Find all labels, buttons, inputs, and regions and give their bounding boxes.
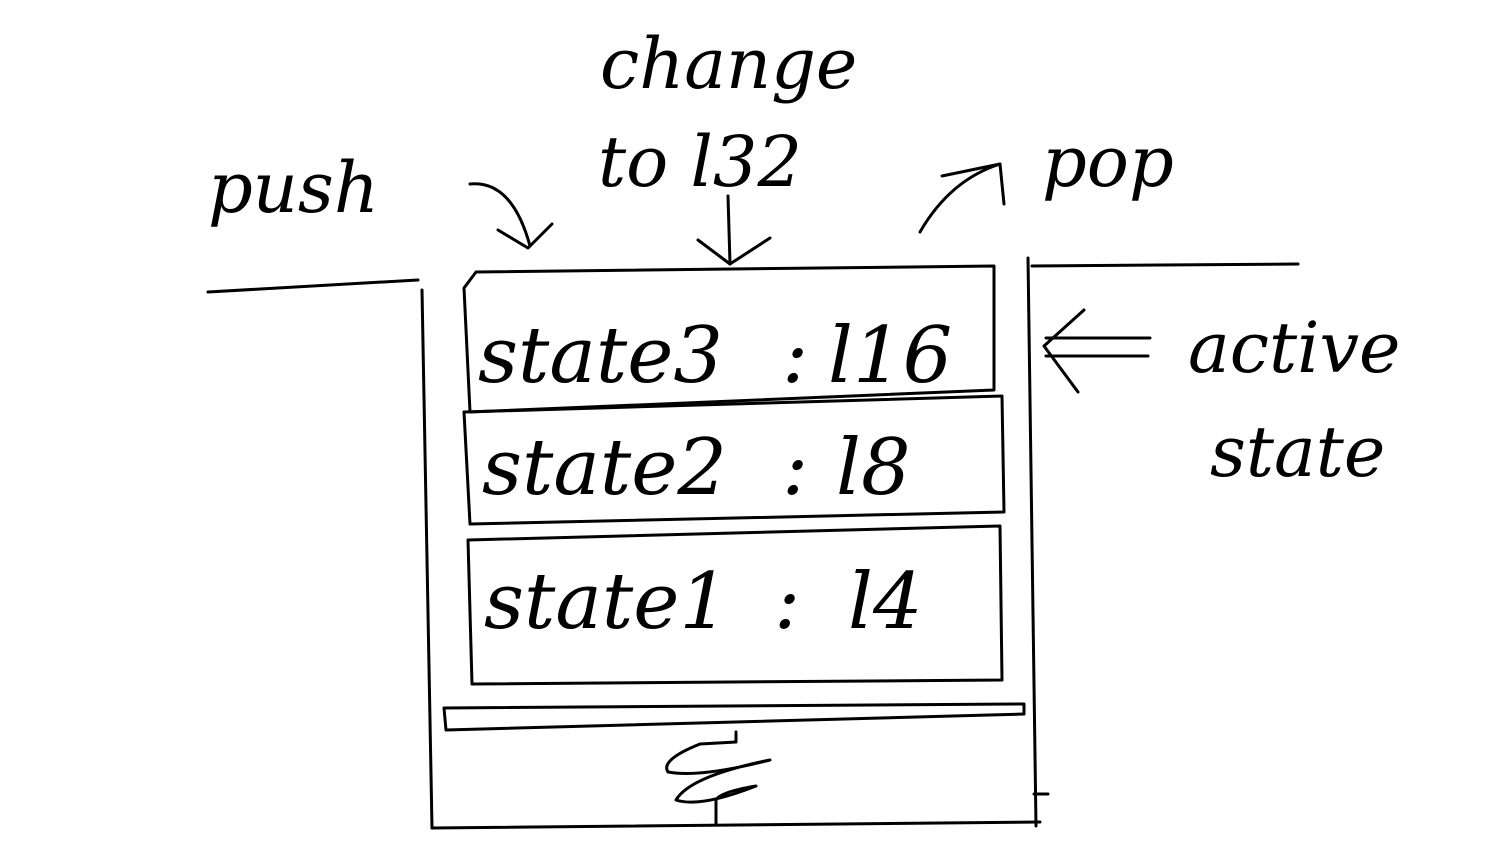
- frame-separator: :: [774, 557, 800, 647]
- frame-separator: :: [782, 311, 808, 401]
- frame-line-label: l4: [848, 557, 923, 647]
- stack-frame-state1: state1 : l4: [466, 524, 1004, 686]
- right-ledge: [1030, 262, 1300, 268]
- container-right-wall: [1026, 256, 1038, 828]
- active-state-arrow: [1042, 308, 1152, 394]
- frame-border: [462, 394, 1006, 526]
- stack-frame-state3: state3 : l16: [462, 264, 996, 414]
- container-bottom: [430, 820, 1042, 830]
- left-ledge: [206, 278, 420, 294]
- change-target-label: to l32: [598, 121, 802, 203]
- frame-border: [462, 264, 996, 414]
- change-arrow: [696, 194, 772, 266]
- active-state-label-line2: state: [1210, 411, 1385, 493]
- change-label: change: [600, 23, 857, 105]
- container-left-wall: [420, 288, 434, 830]
- empty-slot: [442, 702, 1026, 732]
- push-arrow: [468, 182, 554, 250]
- frame-state-label: state3: [478, 311, 723, 401]
- active-state-label-line1: active: [1188, 307, 1400, 389]
- frame-state-label: state1: [484, 557, 729, 647]
- push-label: push: [208, 147, 379, 229]
- frame-state-label: state2: [482, 423, 727, 513]
- pop-label: pop: [1042, 121, 1174, 203]
- stack-frame-state2: state2 : l8: [462, 394, 1006, 526]
- pop-arrow: [918, 162, 1006, 234]
- frame-border: [466, 524, 1004, 686]
- frame-separator: :: [782, 423, 808, 513]
- frame-line-label: l16: [828, 311, 952, 401]
- stack-container: [206, 256, 1300, 830]
- scribble-mark: [665, 730, 772, 826]
- frame-line-label: l8: [836, 423, 911, 513]
